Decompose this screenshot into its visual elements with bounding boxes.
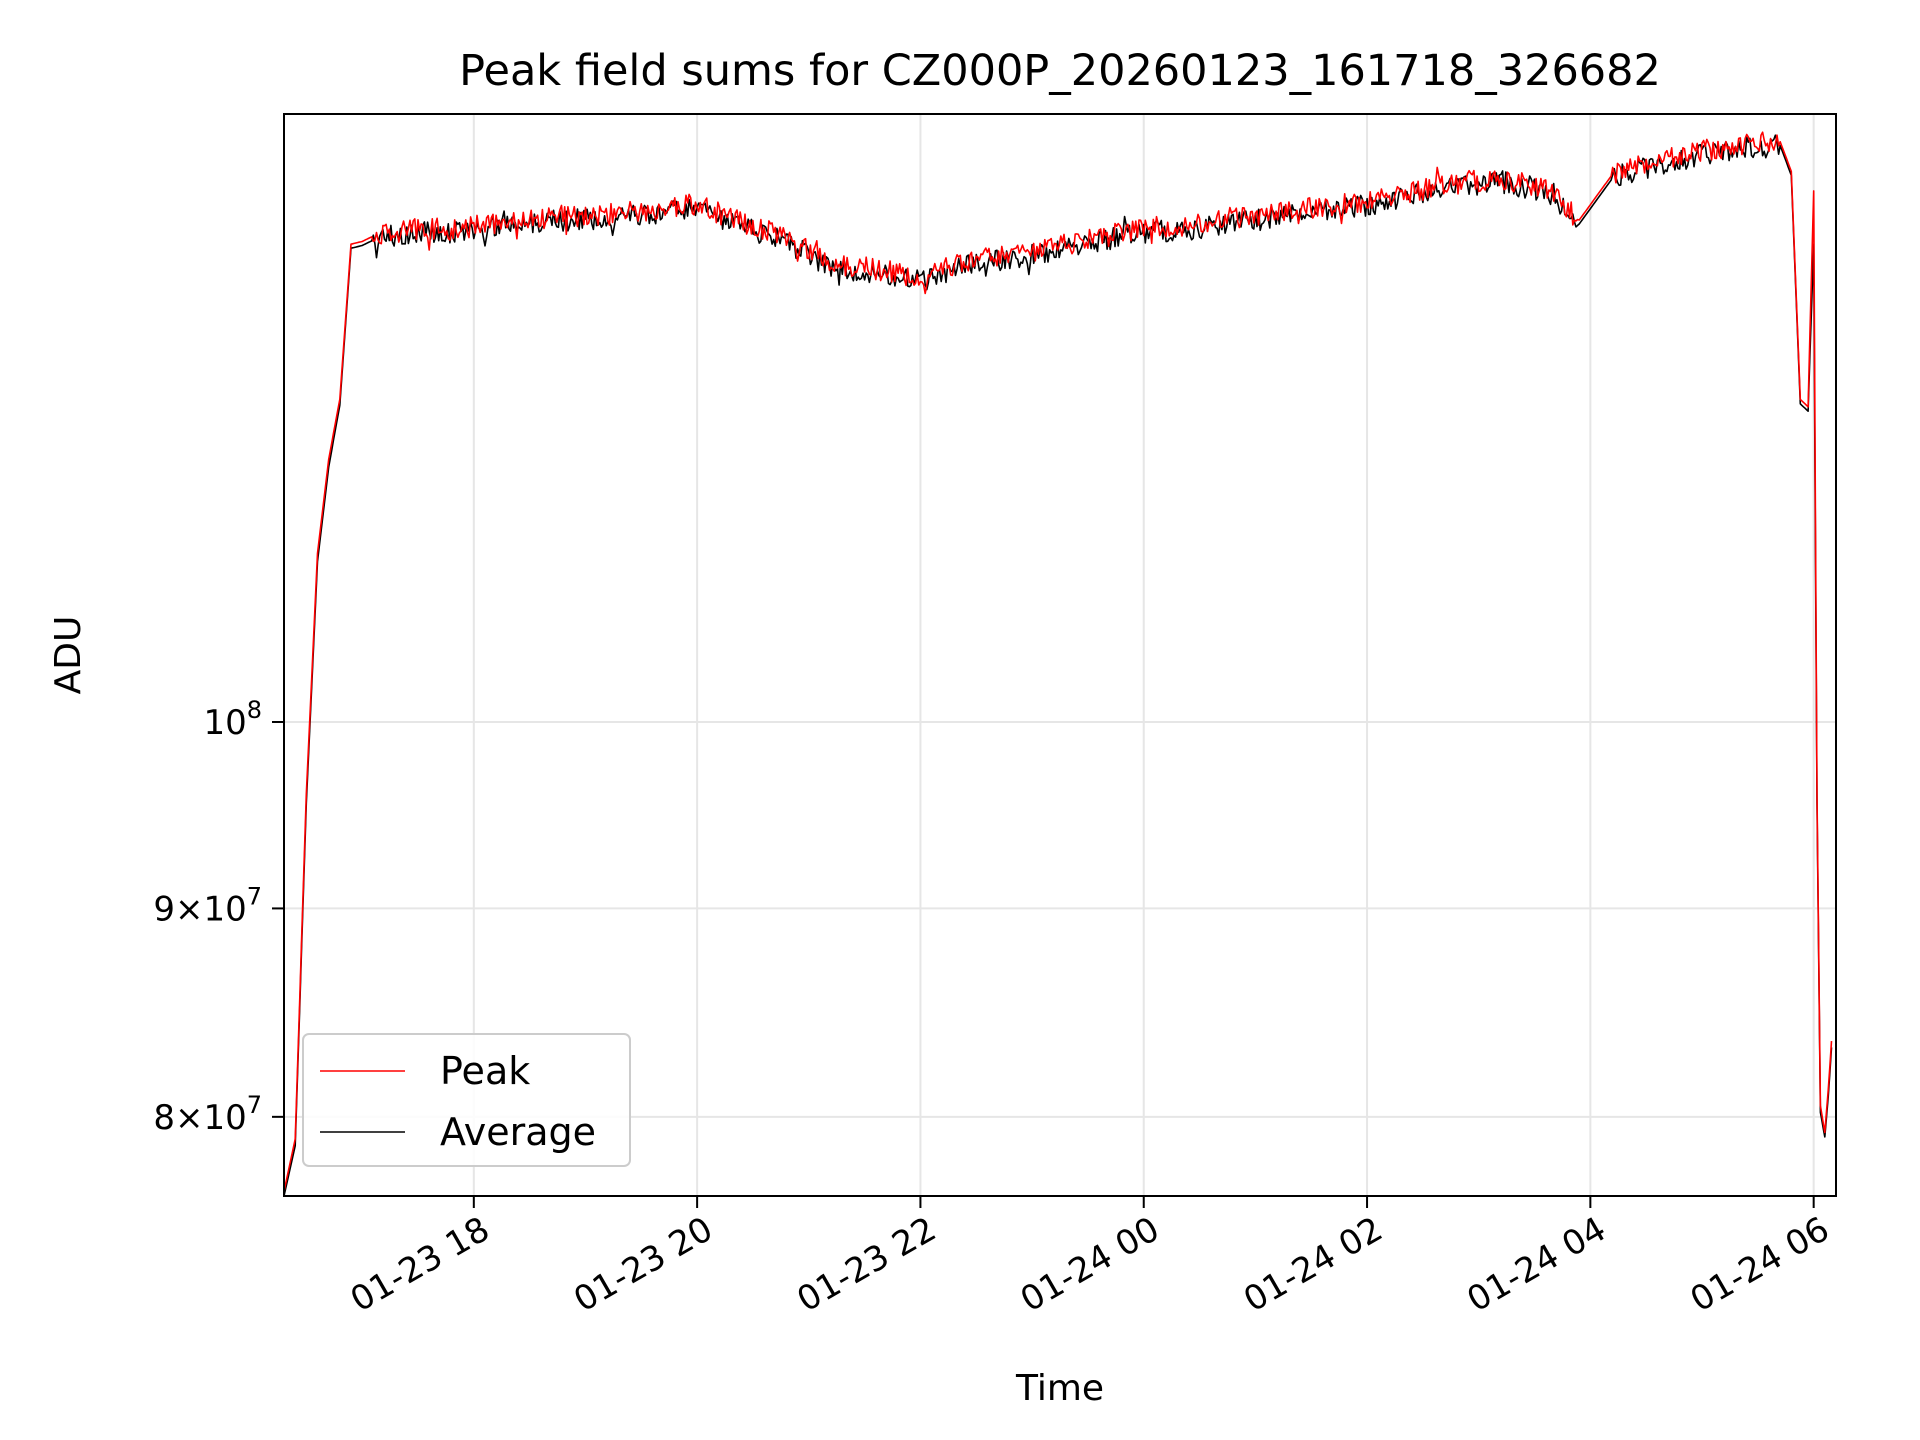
plot-frame xyxy=(283,113,1837,1197)
y-axis: 8×107 9×107 108 xyxy=(153,696,284,1138)
x-axis-label: Time xyxy=(1015,1368,1104,1409)
legend-box xyxy=(302,1033,631,1167)
series-line-peak xyxy=(283,131,1833,1192)
chart-title: Peak field sums for CZ000P_20260123_1617… xyxy=(459,46,1661,96)
legend-peak-label: Peak xyxy=(440,1049,530,1093)
y-tick-label: 108 xyxy=(203,696,262,743)
series-line-average xyxy=(283,134,1833,1197)
y-tick-label: 8×107 xyxy=(153,1091,262,1138)
legend-average-label: Average xyxy=(440,1110,596,1154)
series-layer xyxy=(283,131,1833,1197)
y-tick-label: 9×107 xyxy=(153,882,262,929)
y-axis-label: ADU xyxy=(48,616,89,695)
legend: Peak Average xyxy=(302,1033,631,1167)
